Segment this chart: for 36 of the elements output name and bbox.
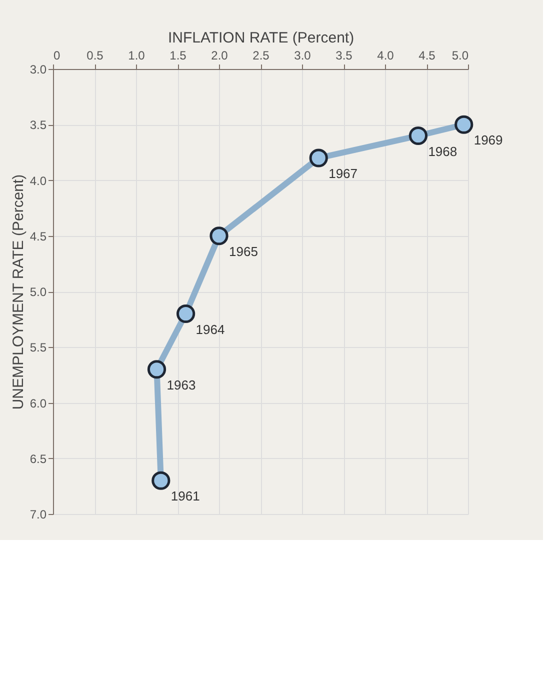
y-tick-label: 4.5 bbox=[30, 229, 47, 244]
x-tick-label: 0.5 bbox=[86, 48, 104, 62]
y-axis-title: UNEMPLOYMENT RATE (Percent) bbox=[10, 174, 27, 410]
annotation: 1968 bbox=[428, 144, 458, 159]
annotation: 1967 bbox=[328, 166, 358, 181]
point bbox=[408, 126, 428, 146]
x-tick-label: 1.0 bbox=[128, 48, 146, 62]
x-tick-label: 4.5 bbox=[418, 48, 436, 62]
y-tick-label: 5.5 bbox=[30, 340, 47, 355]
point bbox=[176, 304, 196, 324]
y-tick-label: 4.0 bbox=[30, 174, 47, 188]
y-tick-label: 5.0 bbox=[30, 285, 47, 299]
x-tick-label: 2.0 bbox=[211, 48, 228, 62]
point bbox=[152, 471, 170, 490]
point bbox=[147, 360, 166, 379]
point bbox=[454, 115, 474, 134]
annotation: 1963 bbox=[166, 377, 196, 392]
annotation: 1965 bbox=[229, 244, 258, 259]
x-tick-label: 3.0 bbox=[294, 48, 312, 62]
x-tick-label: 2.5 bbox=[252, 48, 270, 62]
x-axis-title: INFLATION RATE (Percent) bbox=[168, 30, 354, 46]
point bbox=[210, 226, 228, 246]
y-tick-label: 3.0 bbox=[30, 62, 47, 76]
x-tick-label: 5.0 bbox=[452, 48, 469, 62]
x-tick-label: 0 bbox=[54, 48, 60, 62]
y-tick-label: 6.0 bbox=[30, 396, 47, 410]
y-tick-label: 3.5 bbox=[30, 118, 47, 132]
x-tick-label: 4.0 bbox=[377, 48, 394, 62]
x-tick-label: 1.5 bbox=[170, 48, 187, 62]
x-tick-label: 3.5 bbox=[336, 48, 353, 62]
annotation: 1969 bbox=[474, 132, 503, 148]
annotation: 1964 bbox=[196, 322, 225, 337]
annotation: 1961 bbox=[170, 488, 200, 504]
y-tick-label: 6.5 bbox=[30, 452, 47, 466]
y-tick-label: 7.0 bbox=[30, 508, 47, 522]
point bbox=[309, 148, 328, 168]
